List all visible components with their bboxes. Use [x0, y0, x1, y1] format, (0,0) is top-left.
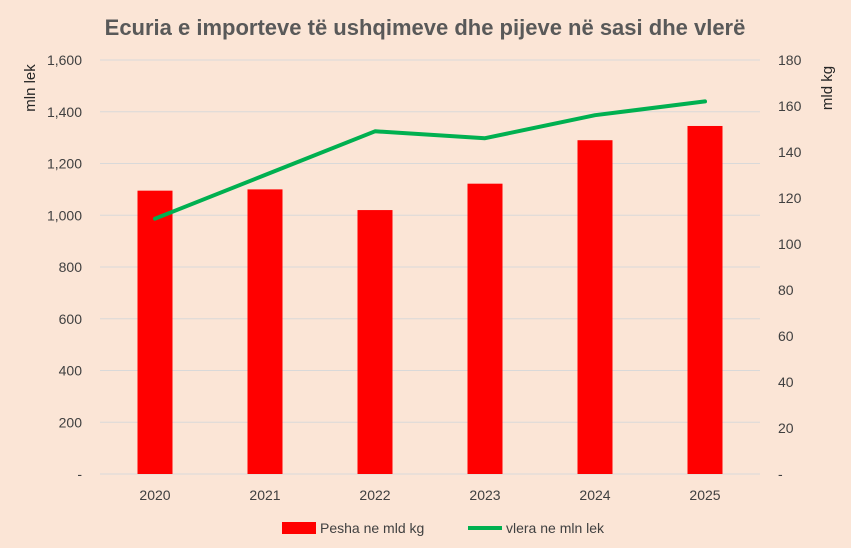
y-right-tick-label: 20	[778, 420, 794, 436]
y-right-tick-label: -	[778, 466, 783, 482]
bar	[247, 189, 283, 474]
y-right-tick-label: 100	[778, 236, 802, 252]
bar	[687, 125, 723, 474]
y-right-tick-label: 140	[778, 144, 802, 160]
y-axis-left-label: mln lek	[22, 64, 39, 112]
y-axis-right-ticks: - 20 40 60 80 100 120 140 160 180	[778, 52, 802, 482]
x-tick-label: 2023	[469, 487, 500, 503]
gridlines	[100, 59, 760, 475]
y-right-tick-label: 60	[778, 328, 794, 344]
y-left-tick-label: 1,000	[47, 207, 82, 223]
series-line	[153, 99, 707, 221]
y-left-tick-label: 1,200	[47, 156, 82, 172]
legend: Pesha ne mld kg vlera ne mln lek	[282, 520, 605, 536]
y-right-tick-label: 40	[778, 374, 794, 390]
y-right-tick-label: 80	[778, 282, 794, 298]
bar	[357, 210, 393, 474]
y-left-tick-label: 200	[59, 414, 83, 430]
legend-swatch-bar	[282, 522, 316, 534]
x-axis-ticks: 2020 2021 2022 2023 2024 2025	[139, 487, 720, 503]
y-right-tick-label: 180	[778, 52, 802, 68]
bar	[137, 190, 173, 474]
bar-series	[137, 125, 723, 474]
y-right-tick-label: 120	[778, 190, 802, 206]
y-axis-left-ticks: - 200 400 600 800 1,000 1,200 1,400 1,600	[47, 52, 82, 482]
y-left-tick-label: 800	[59, 259, 83, 275]
bar	[467, 183, 503, 474]
legend-label: Pesha ne mld kg	[320, 520, 424, 536]
y-axis-right-label: mld kg	[819, 66, 836, 110]
y-left-tick-label: 600	[59, 311, 83, 327]
y-right-tick-label: 160	[778, 98, 802, 114]
y-left-tick-label: 1,600	[47, 52, 82, 68]
x-tick-label: 2021	[249, 487, 280, 503]
y-left-tick-label: 400	[59, 363, 83, 379]
x-tick-label: 2024	[579, 487, 610, 503]
bar	[577, 140, 613, 474]
line-series	[153, 99, 707, 221]
y-left-tick-label: 1,400	[47, 104, 82, 120]
chart-title: Ecuria e importeve të ushqimeve dhe pije…	[105, 15, 746, 40]
legend-label: vlera ne mln lek	[506, 520, 605, 536]
x-tick-label: 2025	[689, 487, 720, 503]
y-left-tick-label: -	[77, 466, 82, 482]
x-tick-label: 2022	[359, 487, 390, 503]
x-tick-label: 2020	[139, 487, 170, 503]
